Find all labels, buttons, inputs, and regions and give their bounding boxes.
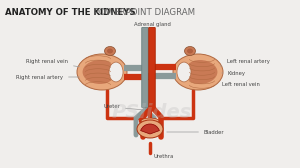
Text: Right renal artery: Right renal artery	[16, 74, 85, 79]
Ellipse shape	[109, 62, 123, 82]
Text: Urethra: Urethra	[150, 153, 173, 159]
Text: Ureter: Ureter	[103, 104, 142, 110]
Text: Left renal artery: Left renal artery	[217, 59, 270, 67]
Ellipse shape	[177, 62, 191, 82]
Ellipse shape	[186, 58, 218, 86]
Text: Kidney: Kidney	[218, 71, 246, 75]
Ellipse shape	[141, 118, 159, 124]
Ellipse shape	[107, 49, 113, 53]
Text: Left renal vein: Left renal vein	[214, 80, 260, 87]
Ellipse shape	[104, 47, 116, 55]
Text: Bladder: Bladder	[167, 130, 225, 135]
Ellipse shape	[137, 120, 163, 138]
FancyBboxPatch shape	[149, 28, 155, 108]
Text: Right renal vein: Right renal vein	[26, 59, 85, 68]
Ellipse shape	[173, 54, 223, 90]
Ellipse shape	[187, 49, 193, 53]
Text: Adrenal gland: Adrenal gland	[134, 22, 170, 45]
Ellipse shape	[77, 54, 127, 90]
Ellipse shape	[184, 47, 196, 55]
Ellipse shape	[82, 58, 114, 86]
Text: PSlides: PSlides	[112, 102, 192, 121]
Text: ANATOMY OF THE KIDNEYS: ANATOMY OF THE KIDNEYS	[5, 8, 136, 17]
Text: POWERPOINT DIAGRAM: POWERPOINT DIAGRAM	[91, 8, 195, 17]
Wedge shape	[141, 124, 159, 134]
FancyBboxPatch shape	[142, 28, 148, 108]
